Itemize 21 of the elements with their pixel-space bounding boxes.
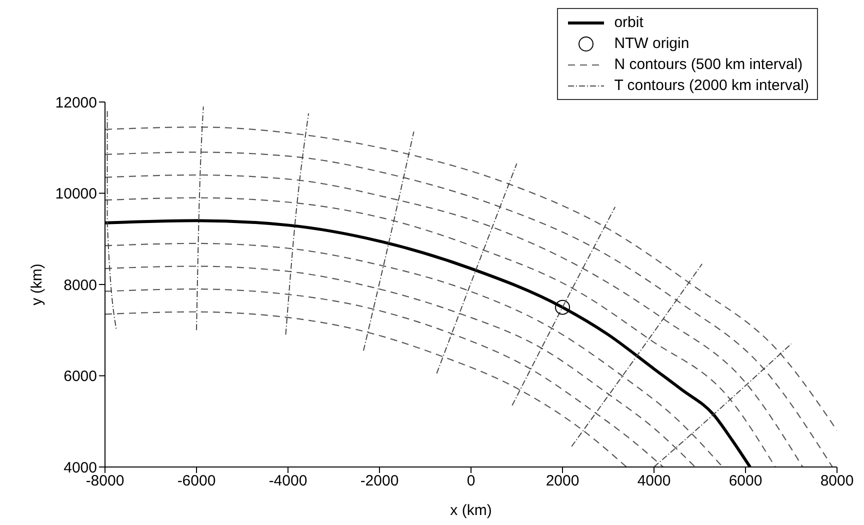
y-tick-label: 6000	[64, 368, 97, 386]
line-series	[105, 311, 628, 467]
y-tick-label: 12000	[55, 94, 97, 112]
x-tick-label: 0	[466, 472, 476, 490]
x-tick-label: 2000	[546, 472, 580, 490]
line-series	[105, 288, 664, 467]
y-axis-title: y (km)	[28, 264, 46, 306]
x-tick-label: 4000	[637, 472, 671, 490]
x-axis-title: x (km)	[450, 502, 492, 519]
y-tick-label: 8000	[64, 276, 97, 294]
x-tick-label: -6000	[177, 472, 216, 490]
x-tick-label: -4000	[268, 472, 308, 490]
y-tick-label: 10000	[55, 186, 97, 203]
line-series	[105, 126, 837, 432]
x-tick-label: -2000	[360, 472, 399, 490]
x-tick-label: 6000	[728, 472, 762, 490]
x-tick-label: 8000	[820, 472, 854, 490]
legend-label: N contours (500 km interval)	[614, 56, 803, 73]
legend-label: orbit	[614, 14, 644, 31]
legend-label: NTW origin	[614, 35, 690, 52]
legend-label: T contours (2000 km interval)	[614, 77, 809, 94]
